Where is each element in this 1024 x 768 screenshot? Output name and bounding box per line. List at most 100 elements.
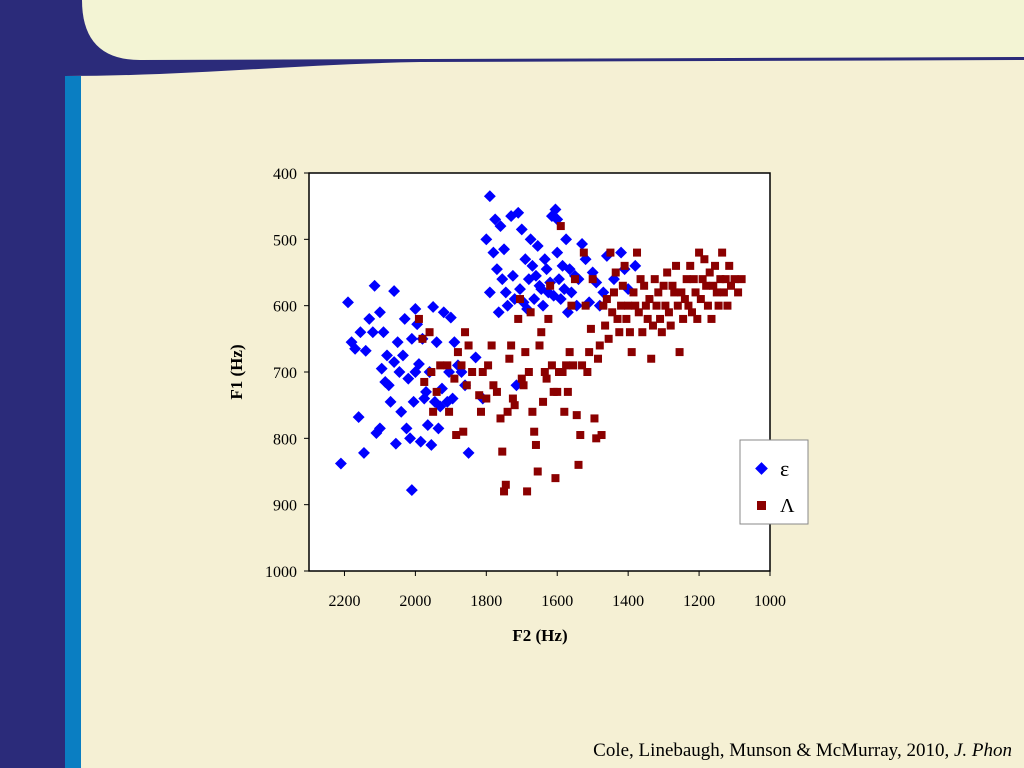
lambda-point xyxy=(523,487,532,496)
epsilon-point xyxy=(499,286,512,299)
lambda-point xyxy=(487,341,496,350)
legend-box xyxy=(739,439,809,525)
citation: Cole, Linebaugh, Munson & McMurray, 2010… xyxy=(593,740,1012,762)
lambda-point xyxy=(540,368,549,376)
lambda-point xyxy=(560,407,569,416)
epsilon-point xyxy=(531,240,544,252)
lambda-point xyxy=(583,368,592,376)
lambda-point xyxy=(484,361,493,370)
lambda-point xyxy=(427,368,436,376)
epsilon-point xyxy=(359,344,372,357)
lambda-point xyxy=(500,487,509,496)
epsilon-point xyxy=(524,233,537,246)
legend-marker-lambda xyxy=(757,501,766,510)
epsilon-point xyxy=(446,392,459,405)
x-tick-label: 1000 xyxy=(754,593,786,610)
epsilon-point xyxy=(437,306,450,319)
lambda-point xyxy=(462,381,471,390)
epsilon-point xyxy=(414,435,427,448)
epsilon-point xyxy=(358,446,370,459)
header-panel xyxy=(82,0,1024,60)
epsilon-point xyxy=(373,306,386,319)
lambda-point xyxy=(429,407,438,416)
lambda-point xyxy=(501,480,510,489)
lambda-point xyxy=(590,414,599,423)
epsilon-point xyxy=(334,457,347,470)
lambda-point xyxy=(689,275,698,284)
epsilon-point xyxy=(491,263,503,276)
y-tick-label: 500 xyxy=(273,232,297,249)
lambda-point xyxy=(652,301,661,310)
epsilon-point xyxy=(352,411,365,424)
lambda-point xyxy=(719,288,728,297)
epsilon-point xyxy=(551,246,564,259)
lambda-point xyxy=(618,281,627,290)
lambda-point xyxy=(696,295,705,304)
legend-label-epsilon: ε xyxy=(780,456,789,481)
lambda-point xyxy=(514,314,523,323)
epsilon-point xyxy=(382,379,395,392)
y-tick-label: 800 xyxy=(273,431,297,448)
epsilon-point xyxy=(405,484,418,497)
lambda-point xyxy=(553,387,562,396)
epsilon-point xyxy=(530,269,542,282)
epsilon-point xyxy=(421,419,434,432)
lambda-point xyxy=(453,348,462,357)
lambda-point xyxy=(647,354,656,363)
lambda-point xyxy=(594,354,603,363)
lambda-point xyxy=(645,295,654,304)
lambda-point xyxy=(537,328,546,337)
lambda-point xyxy=(726,281,735,290)
lambda-point xyxy=(517,374,526,383)
lambda-point xyxy=(457,361,466,370)
lambda-point xyxy=(565,348,574,357)
lambda-point xyxy=(714,301,723,310)
x-tick-label: 1800 xyxy=(470,593,502,610)
lambda-point xyxy=(602,295,611,304)
lambda-point xyxy=(634,308,643,317)
lambda-point xyxy=(445,407,454,416)
lambda-point xyxy=(693,314,702,323)
lambda-point xyxy=(595,341,604,350)
lambda-point xyxy=(601,321,610,330)
lambda-point xyxy=(707,314,716,323)
epsilon-point xyxy=(448,336,461,349)
epsilon-point xyxy=(393,366,406,378)
lambda-point xyxy=(700,255,709,264)
epsilon-point xyxy=(363,312,376,325)
lambda-point xyxy=(661,301,670,310)
lambda-point xyxy=(592,434,601,443)
lambda-point xyxy=(723,301,732,310)
lambda-point xyxy=(586,324,595,333)
lambda-point xyxy=(530,427,539,436)
epsilon-point xyxy=(342,296,354,309)
lambda-point xyxy=(663,268,672,277)
lambda-point xyxy=(496,414,505,423)
epsilon-point xyxy=(412,358,425,370)
lambda-point xyxy=(709,281,718,290)
epsilon-point xyxy=(375,362,388,375)
lambda-point xyxy=(478,368,487,376)
lambda-point xyxy=(563,387,572,396)
epsilon-point xyxy=(407,395,420,408)
lambda-point xyxy=(556,222,565,231)
lambda-point xyxy=(562,361,571,370)
lambda-point xyxy=(508,394,517,403)
lambda-point xyxy=(673,301,682,310)
epsilon-point xyxy=(409,303,422,315)
lambda-point xyxy=(515,295,524,304)
epsilon-point xyxy=(432,422,445,435)
lambda-point xyxy=(524,368,533,376)
epsilon-point xyxy=(496,273,509,286)
y-axis: 400 500 600 700 800 900 1000 xyxy=(265,166,309,581)
epsilon-point xyxy=(501,299,514,312)
lambda-point xyxy=(581,301,590,310)
lambda-point xyxy=(597,431,606,440)
lambda-point xyxy=(631,301,640,310)
lambda-point xyxy=(611,268,620,277)
lambda-point xyxy=(615,328,624,337)
lambda-point xyxy=(686,261,695,270)
x-axis-label: F2 (Hz) xyxy=(512,626,567,645)
epsilon-point xyxy=(519,253,532,266)
